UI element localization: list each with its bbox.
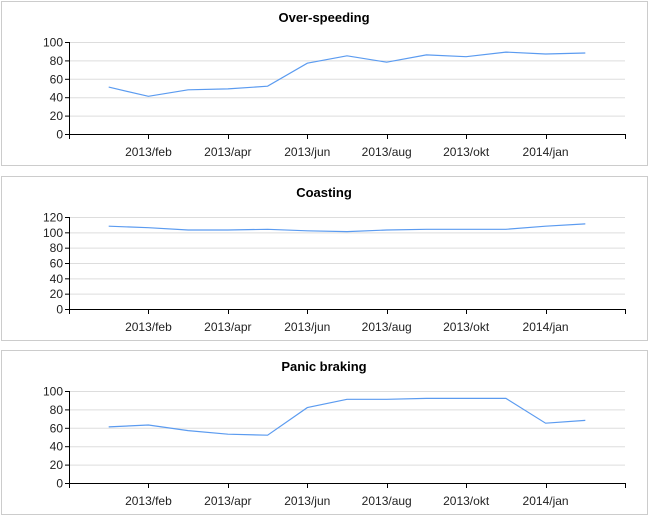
chart-svg: Panic braking 0 20 40 60 80 100 2013/feb 2013/ap… — [43, 359, 626, 508]
x-tick-label: 2013/aug — [362, 145, 412, 159]
chart-title: Coasting — [296, 185, 352, 200]
chart-title: Over-speeding — [278, 10, 369, 25]
y-tick-label: 40 — [50, 272, 64, 286]
y-tick-label: 80 — [50, 241, 64, 255]
x-tick-label: 2014/jan — [523, 145, 569, 159]
y-tick-label: 120 — [43, 211, 63, 225]
x-tick-label: 2013/apr — [204, 145, 251, 159]
x-tick-label: 2013/feb — [125, 494, 172, 508]
series-line — [108, 223, 586, 233]
y-tick-label: 100 — [43, 36, 63, 50]
x-tick-label: 2013/okt — [443, 320, 490, 334]
y-tick-label: 80 — [50, 54, 64, 68]
y-tick-label: 0 — [56, 477, 63, 491]
chart-title: Panic braking — [281, 359, 366, 374]
y-tick-label: 60 — [50, 421, 64, 435]
x-tick-label: 2013/aug — [362, 494, 412, 508]
y-tick-label: 60 — [50, 72, 64, 86]
y-tick-label: 0 — [56, 303, 63, 317]
y-tick-label: 60 — [50, 257, 64, 271]
x-tick-label: 2013/okt — [443, 145, 490, 159]
chart-panel-over-speeding: Over-speeding 0 20 40 60 80 100 2013/feb 2013/ap… — [1, 1, 648, 166]
series-line — [108, 51, 586, 97]
x-tick-label: 2014/jan — [523, 494, 569, 508]
x-tick-label: 2013/jun — [284, 494, 330, 508]
x-tick-label: 2013/apr — [204, 494, 251, 508]
series-line — [108, 397, 586, 436]
y-tick-label: 40 — [50, 440, 64, 454]
chart-panel-coasting: Coasting 0 20 40 60 80 100 120 2013/feb 2013/apr 2… — [1, 176, 648, 341]
y-tick-label: 100 — [43, 226, 63, 240]
y-tick-label: 20 — [50, 109, 64, 123]
x-tick-label: 2013/jun — [284, 145, 330, 159]
x-tick-label: 2013/feb — [125, 145, 172, 159]
x-tick-label: 2013/aug — [362, 320, 412, 334]
chart-svg: Over-speeding 0 20 40 60 80 100 2013/feb 2013/ap… — [43, 10, 626, 159]
y-tick-label: 0 — [56, 128, 63, 142]
y-tick-label: 20 — [50, 458, 64, 472]
y-tick-label: 100 — [43, 385, 63, 399]
x-tick-label: 2013/apr — [204, 320, 251, 334]
x-tick-label: 2013/okt — [443, 494, 490, 508]
y-tick-label: 80 — [50, 403, 64, 417]
y-tick-label: 20 — [50, 287, 64, 301]
y-tick-label: 40 — [50, 91, 64, 105]
x-tick-label: 2013/jun — [284, 320, 330, 334]
x-tick-label: 2013/feb — [125, 320, 172, 334]
x-tick-label: 2014/jan — [523, 320, 569, 334]
chart-panel-panic-braking: Panic braking 0 20 40 60 80 100 2013/feb 2013/ap… — [1, 350, 648, 515]
